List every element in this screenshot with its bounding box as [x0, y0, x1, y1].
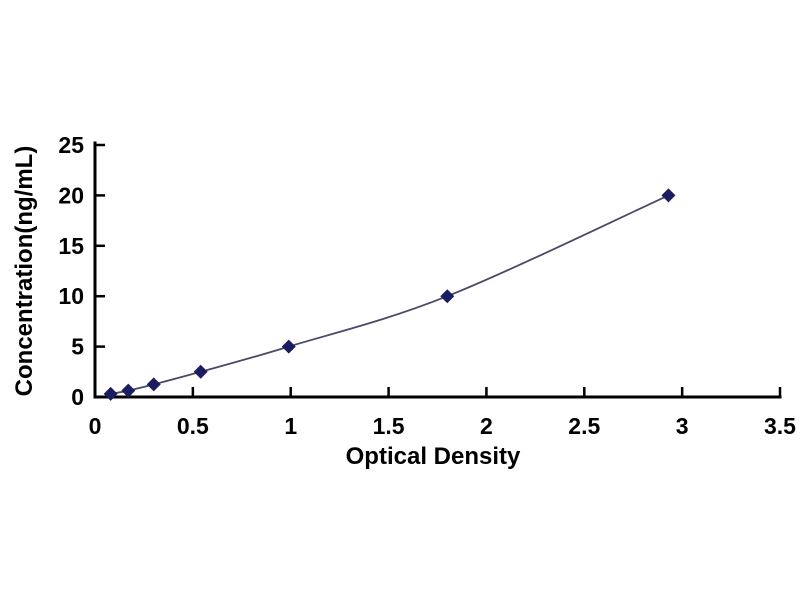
data-point-marker: [193, 364, 208, 379]
x-axis-title: Optical Density: [346, 443, 521, 470]
y-axis-title: Concentration(ng/mL): [11, 146, 38, 397]
y-tick-label: 20: [58, 182, 84, 208]
standard-curve-path: [110, 194, 669, 395]
x-tick-label: 2.5: [568, 413, 600, 439]
axis-lines: [93, 141, 782, 399]
data-point-marker: [146, 377, 161, 392]
data-point-marker: [661, 188, 676, 203]
y-tick-label: 0: [71, 384, 84, 410]
x-tick-label: 1: [284, 413, 297, 439]
x-tick-label: 3: [676, 413, 689, 439]
x-tick-label: 3.5: [764, 413, 796, 439]
data-point-marker: [281, 339, 296, 354]
y-tick-label: 10: [58, 283, 84, 309]
x-tick-label: 1.5: [373, 413, 405, 439]
x-tick-label: 0.5: [177, 413, 209, 439]
y-tick-label: 5: [71, 334, 84, 360]
data-point-marker: [121, 383, 136, 398]
x-tick-label: 0: [89, 413, 102, 439]
data-point-marker: [440, 289, 455, 304]
y-tick-label: 25: [58, 132, 84, 158]
x-tick-label: 2: [480, 413, 493, 439]
y-tick-label: 15: [58, 233, 84, 259]
data-point-marker: [103, 386, 118, 401]
